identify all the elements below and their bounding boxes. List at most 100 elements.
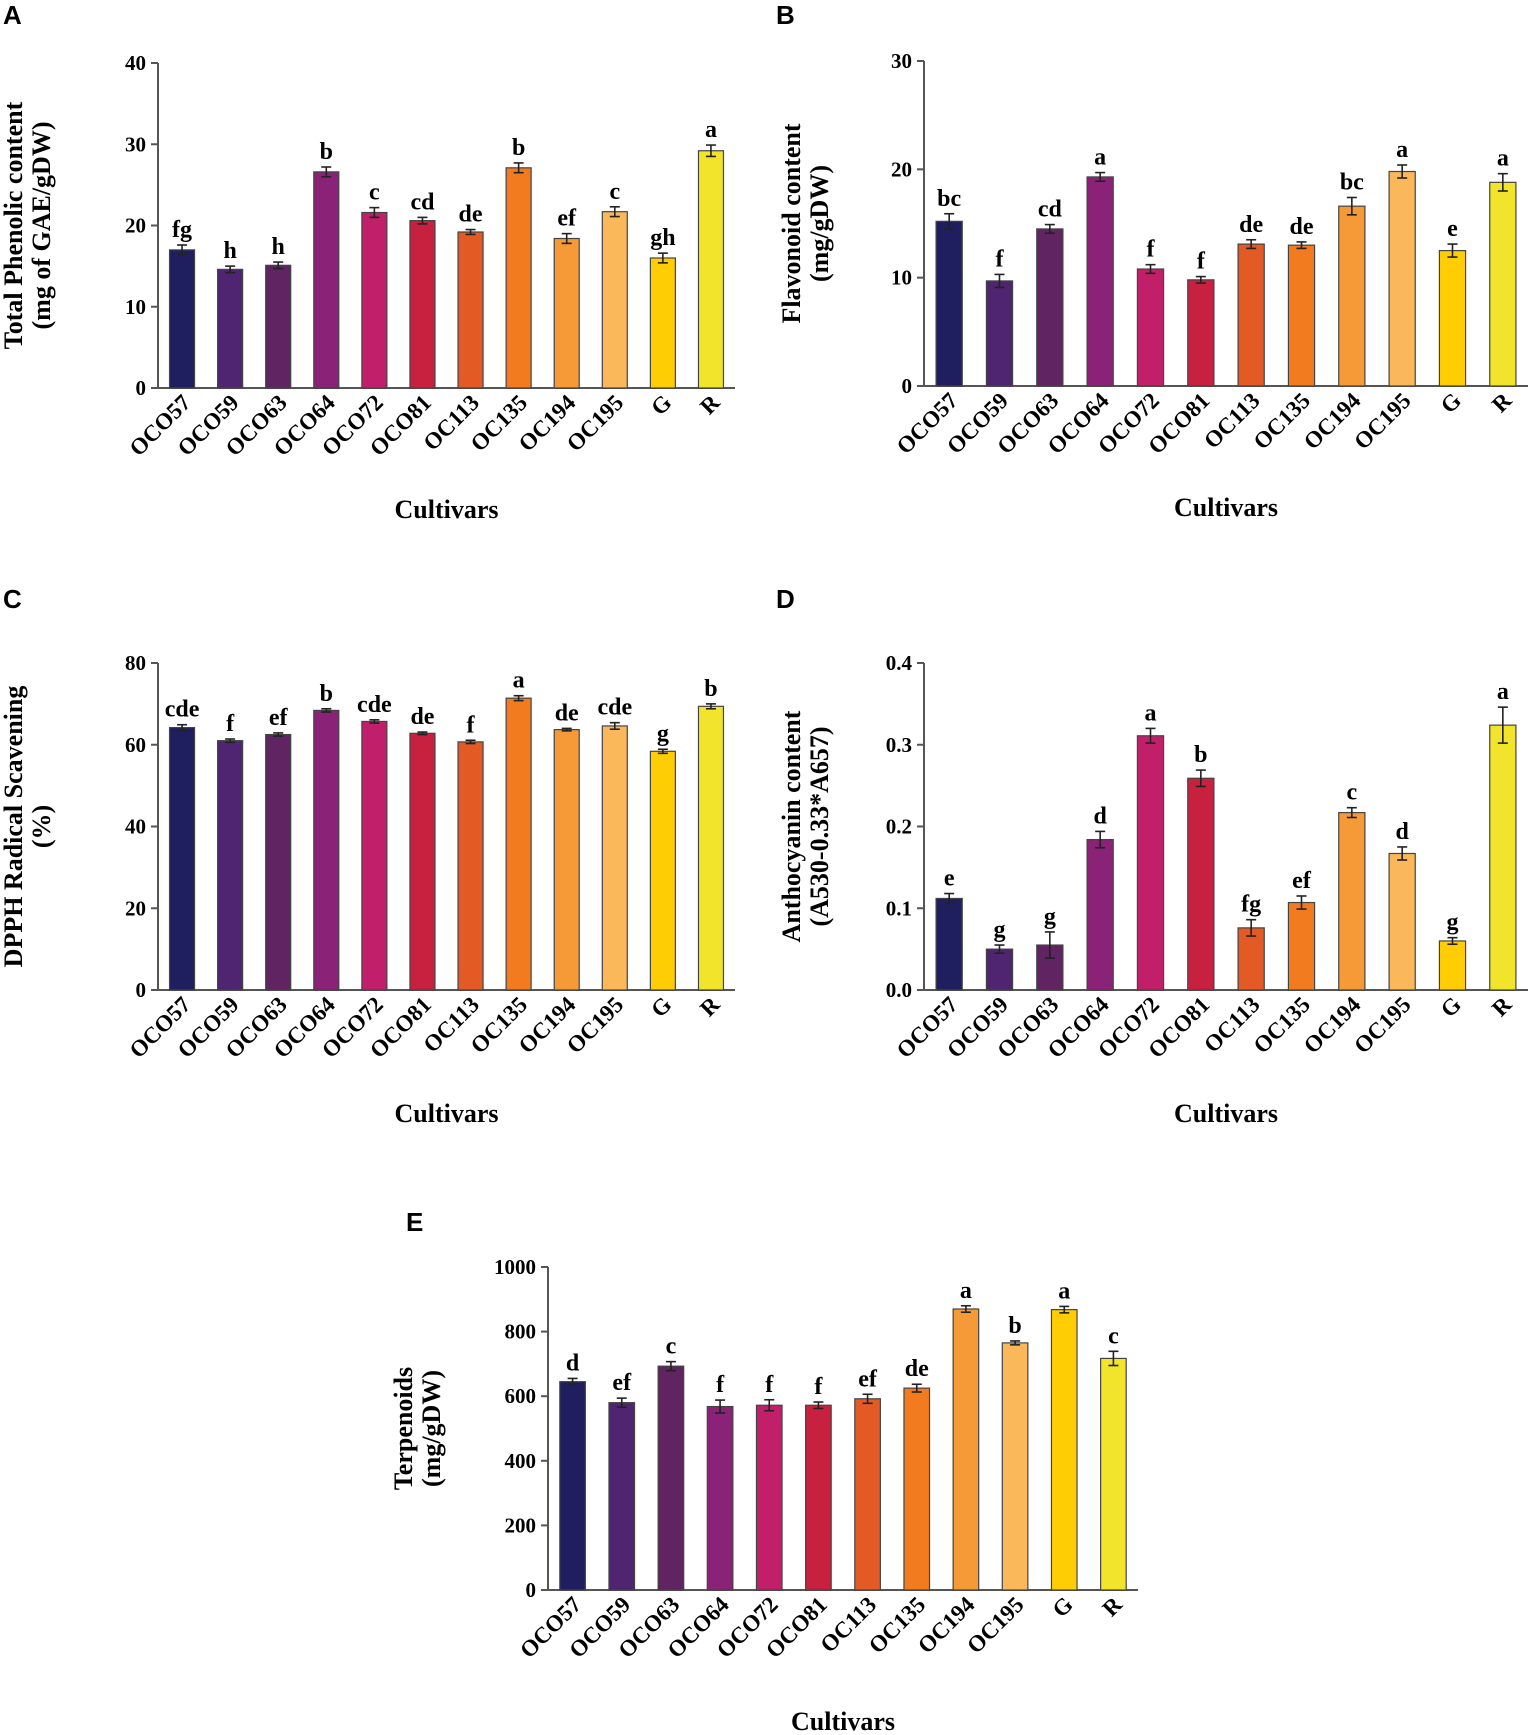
y-tick-label: 10: [125, 295, 146, 319]
y-axis-subtitle: (mg/gDW): [805, 165, 834, 282]
bar-oc135: [505, 697, 532, 991]
category-label: R: [695, 992, 725, 1022]
significance-label: c: [1347, 780, 1358, 806]
significance-label: c: [609, 179, 620, 205]
significance-label: ef: [269, 705, 289, 731]
bar-r: [1489, 724, 1517, 991]
error-bar: [944, 212, 955, 230]
error-bar: [1497, 172, 1508, 192]
error-bar: [561, 232, 572, 245]
bar-oco63: [1036, 228, 1064, 387]
significance-label: g: [1447, 910, 1459, 936]
category-label: G: [646, 390, 676, 420]
category-label: R: [695, 390, 725, 420]
y-tick-label: 800: [505, 1320, 537, 1344]
significance-label: cde: [597, 695, 632, 721]
significance-label: b: [320, 139, 333, 165]
y-axis-title: DPPH Radical Scavening: [0, 686, 28, 968]
significance-label: b: [704, 676, 717, 702]
category-label: G: [1436, 388, 1466, 418]
error-bar: [1346, 196, 1357, 216]
category-label: R: [1487, 992, 1517, 1022]
bar-oc194: [1338, 205, 1366, 387]
panel-b: B0102030bcOCO57fOCO59cdOCO63aOCO64fOCO72…: [776, 0, 1528, 522]
panel-letter: C: [3, 584, 22, 614]
bar-oco81: [409, 220, 436, 389]
bar-oc113: [457, 231, 484, 389]
category-label: G: [1047, 1592, 1077, 1622]
error-bar: [994, 944, 1005, 955]
bar-oc113: [457, 741, 484, 991]
significance-label: b: [1194, 742, 1207, 768]
y-tick-label: 30: [125, 132, 146, 156]
y-axis-title: Anthocyanin content: [777, 710, 806, 942]
y-tick-label: 20: [891, 157, 912, 181]
bar-oco63: [265, 733, 292, 991]
significance-label: g: [994, 917, 1006, 943]
bar-oco59: [985, 948, 1014, 991]
panel-letter: D: [776, 584, 795, 614]
error-bar: [1397, 164, 1408, 179]
y-tick-label: 400: [505, 1449, 537, 1473]
bar-oco72: [1136, 735, 1165, 991]
significance-label: g: [1044, 904, 1056, 930]
x-axis-title: Cultivars: [395, 495, 499, 524]
significance-label: f: [226, 711, 235, 737]
significance-label: h: [272, 234, 285, 260]
significance-label: a: [1497, 146, 1509, 172]
significance-label: c: [1108, 1323, 1119, 1349]
y-tick-label: 40: [125, 815, 146, 839]
significance-label: g: [657, 721, 669, 747]
bar-oco81: [805, 1404, 832, 1591]
significance-label: cd: [1038, 197, 1063, 223]
error-bar: [1195, 769, 1206, 788]
significance-label: b: [512, 135, 525, 161]
y-tick-label: 0.1: [886, 896, 912, 920]
panel-letter: E: [406, 1207, 423, 1237]
error-bar: [665, 1360, 676, 1372]
bar-r: [1489, 181, 1517, 387]
significance-label: a: [513, 668, 525, 694]
bar-g: [649, 257, 676, 389]
y-axis-title: Terpenoids: [389, 1367, 418, 1490]
error-bar: [465, 228, 476, 236]
error-bar: [1044, 223, 1055, 235]
y-tick-label: 0.2: [886, 815, 912, 839]
y-axis-title: Total Phenolic content: [0, 101, 28, 349]
significance-label: b: [1008, 1313, 1021, 1339]
significance-label: de: [1239, 212, 1263, 238]
bar-oco59: [608, 1402, 636, 1591]
category-label: OC195: [1349, 992, 1415, 1058]
significance-label: ef: [612, 1370, 632, 1396]
y-tick-label: 0: [526, 1578, 537, 1602]
bar-oco81: [409, 732, 436, 991]
error-bar: [273, 261, 284, 270]
error-bar: [1059, 1305, 1070, 1314]
error-bar: [321, 707, 332, 713]
error-bar: [1010, 1340, 1021, 1346]
bar-oco72: [1136, 268, 1165, 387]
error-bar: [1447, 936, 1458, 946]
error-bar: [417, 216, 428, 225]
significance-label: e: [944, 866, 955, 892]
significance-label: de: [555, 700, 579, 726]
bar-oco57: [168, 249, 196, 389]
bar-oc135: [505, 167, 532, 389]
significance-label: h: [223, 238, 236, 264]
error-bar: [911, 1383, 922, 1393]
bar-oco63: [657, 1365, 685, 1591]
significance-label: a: [1497, 679, 1509, 705]
bar-oc194: [553, 237, 580, 389]
bar-oc195: [1001, 1342, 1029, 1591]
bar-oco81: [1187, 777, 1215, 991]
error-bar: [1195, 275, 1206, 284]
significance-label: de: [905, 1356, 929, 1382]
error-bar: [1145, 727, 1156, 744]
error-bar: [1296, 241, 1307, 250]
bar-oc194: [553, 729, 580, 991]
y-tick-label: 40: [125, 51, 146, 75]
bar-oc195: [1388, 852, 1416, 991]
y-tick-label: 0: [902, 374, 913, 398]
error-bar: [609, 721, 620, 731]
error-bar: [225, 738, 236, 744]
